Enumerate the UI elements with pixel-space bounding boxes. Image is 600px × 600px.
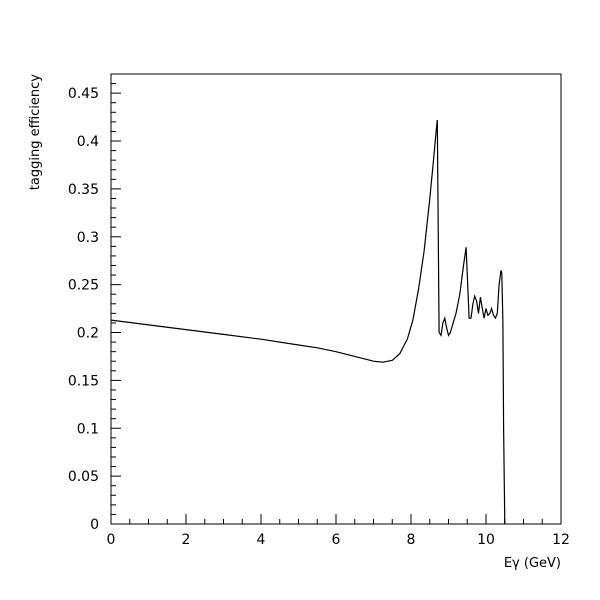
y-tick-label: 0.15 [68, 373, 99, 389]
y-tick-label: 0.4 [77, 134, 99, 150]
plot-border [110, 73, 562, 525]
y-axis-label: tagging efficiency [28, 74, 43, 191]
x-tick-label: 2 [182, 532, 191, 548]
x-tick-label: 10 [477, 532, 495, 548]
y-tick-label: 0 [90, 517, 99, 533]
y-tick-label: 0.25 [68, 278, 99, 294]
x-tick-label: 0 [107, 532, 116, 548]
plot-frame [110, 73, 562, 525]
y-axis-ticks: 0 0.05 0.1 0.15 0.2 0.25 0.3 0.35 0.4 0.45 [68, 73, 121, 533]
y-tick-label: 0.45 [68, 86, 99, 102]
y-tick-label: 0.1 [77, 421, 99, 437]
x-axis-label: Eγ (GeV) [504, 556, 561, 571]
x-tick-label: 12 [552, 532, 570, 548]
y-tick-label: 0.05 [68, 469, 99, 485]
y-tick-label: 0.3 [77, 230, 99, 246]
y-tick-label: 0.35 [68, 182, 99, 198]
x-axis-ticks: 0 2 4 6 8 10 12 [107, 514, 570, 548]
y-tick-label: 0.2 [77, 326, 99, 342]
series-line [110, 119, 506, 525]
x-tick-label: 8 [407, 532, 416, 548]
x-tick-label: 6 [332, 532, 341, 548]
x-tick-label: 4 [257, 532, 266, 548]
